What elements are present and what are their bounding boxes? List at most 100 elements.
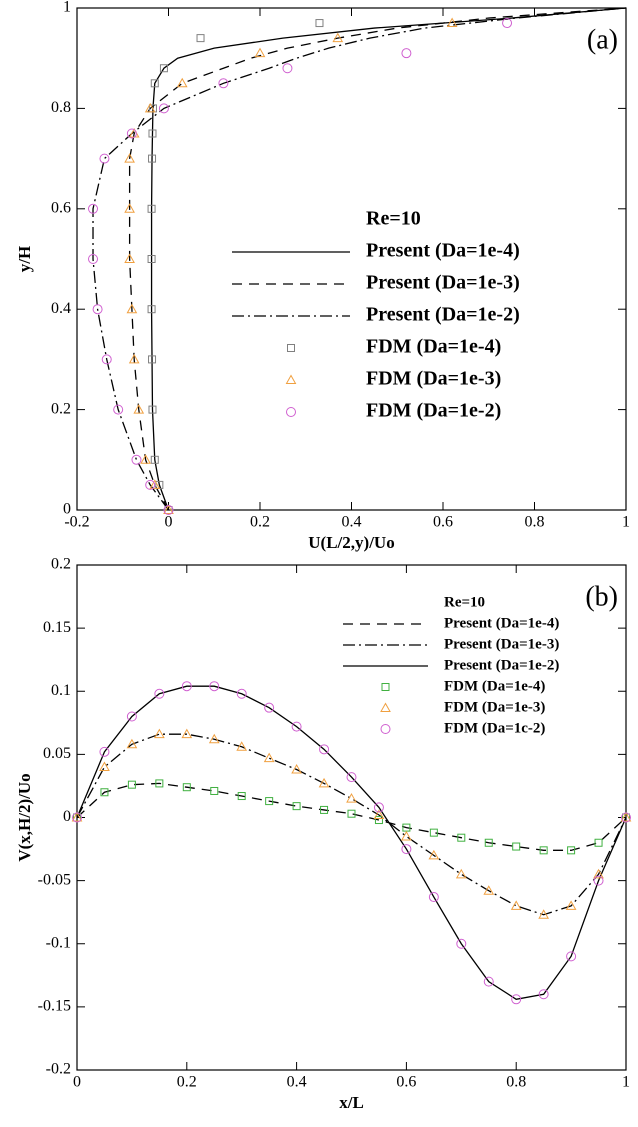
x-axis-title: U(L/2,y)/Uo	[308, 533, 394, 552]
marker-square	[182, 783, 191, 792]
marker-triangle	[428, 849, 440, 860]
y-axis-title: y/H	[15, 246, 34, 272]
y-tick-label: 0.2	[51, 400, 71, 417]
legend-label: FDM (Da=1e-2)	[366, 400, 501, 422]
marker-circle	[101, 354, 112, 365]
marker-circle	[131, 454, 142, 465]
marker-triangle	[332, 32, 344, 43]
y-tick-label: 0	[63, 808, 71, 825]
marker-square	[292, 802, 301, 811]
legend-label: Present (Da=1e-2)	[444, 657, 559, 673]
x-tick-label: 1	[622, 1074, 630, 1091]
marker-triangle	[176, 77, 188, 88]
marker-triangle	[153, 728, 165, 739]
series-line	[150, 7, 627, 511]
marker-square	[539, 846, 548, 855]
series-line	[76, 782, 627, 851]
y-tick-label: 0.6	[51, 199, 71, 216]
marker-triangle	[285, 374, 297, 384]
y-tick-label: 0.1	[51, 682, 71, 699]
marker-circle	[538, 989, 549, 1000]
marker-square	[100, 788, 109, 797]
marker-square	[148, 129, 157, 138]
legend-label: FDM (Da=1c-2)	[444, 720, 545, 736]
marker-triangle	[126, 738, 138, 749]
marker-square	[210, 786, 219, 795]
marker-triangle	[99, 761, 110, 771]
marker-triangle	[124, 203, 135, 213]
marker-circle	[163, 505, 174, 515]
marker-triangle	[538, 909, 550, 919]
marker-square	[148, 355, 157, 364]
marker-circle	[99, 153, 110, 164]
legend-label: FDM (Da=1e-3)	[444, 699, 545, 715]
marker-square	[457, 833, 466, 842]
x-tick-label: 0.6	[433, 514, 453, 531]
marker-triangle	[236, 741, 248, 751]
marker-triangle	[346, 793, 357, 803]
series-line	[76, 685, 627, 1000]
x-tick-label: 0.4	[342, 514, 362, 531]
marker-square	[147, 204, 156, 213]
marker-square	[196, 34, 205, 43]
legend-title: Re=10	[366, 208, 421, 230]
marker-circle	[286, 407, 296, 417]
marker-circle	[113, 404, 124, 415]
marker-circle	[145, 479, 156, 490]
y-tick-label: 0.4	[51, 300, 71, 317]
marker-triangle	[126, 303, 138, 314]
series-line	[92, 7, 627, 511]
y-tick-label: 1	[63, 0, 71, 16]
marker-triangle	[483, 885, 495, 895]
x-tick-label: 0.2	[177, 1074, 197, 1091]
legend-label: Present (Da=1e-4)	[366, 240, 520, 262]
y-tick-label: 0.15	[43, 619, 71, 636]
marker-square	[237, 792, 246, 801]
y-tick-label: 0.05	[43, 745, 71, 762]
marker-triangle	[181, 728, 193, 739]
marker-square	[381, 683, 390, 691]
marker-triangle	[510, 900, 522, 910]
marker-square	[147, 305, 156, 314]
y-tick-label: 0.8	[51, 99, 71, 116]
marker-triangle	[401, 830, 412, 841]
y-tick-label: -0.05	[38, 871, 71, 888]
marker-circle	[502, 18, 513, 29]
marker-square	[155, 779, 164, 788]
marker-circle	[401, 844, 412, 855]
marker-circle	[593, 875, 604, 886]
x-tick-label: 0.4	[287, 1074, 307, 1091]
y-tick-label: 0	[63, 501, 71, 518]
marker-circle	[158, 103, 169, 114]
marker-square	[347, 809, 356, 818]
legend-label: Present (Da=1e-3)	[444, 636, 559, 652]
marker-circle	[401, 48, 412, 59]
marker-triangle	[380, 702, 391, 712]
marker-circle	[92, 304, 103, 315]
marker-triangle	[149, 479, 161, 489]
marker-triangle	[565, 900, 577, 910]
marker-square	[150, 455, 159, 464]
marker-triangle	[163, 504, 174, 514]
x-tick-label: 0.6	[396, 1074, 416, 1091]
marker-square	[159, 64, 168, 73]
marker-triangle	[124, 253, 135, 263]
marker-circle	[373, 802, 384, 813]
marker-square	[127, 780, 136, 789]
marker-square	[320, 805, 329, 814]
marker-square	[287, 344, 295, 352]
marker-square	[567, 846, 576, 855]
marker-circle	[99, 746, 110, 757]
marker-circle	[154, 688, 165, 699]
legend-label: FDM (Da=1e-4)	[444, 678, 545, 694]
x-tick-label: 0	[165, 514, 173, 531]
plot-frame	[76, 7, 627, 511]
x-tick-label: 0	[73, 1074, 81, 1091]
marker-circle	[181, 681, 192, 692]
legend-title: Re=10	[444, 594, 485, 610]
marker-square	[512, 842, 521, 851]
marker-triangle	[140, 454, 151, 464]
marker-square	[315, 19, 324, 28]
marker-triangle	[318, 777, 330, 788]
